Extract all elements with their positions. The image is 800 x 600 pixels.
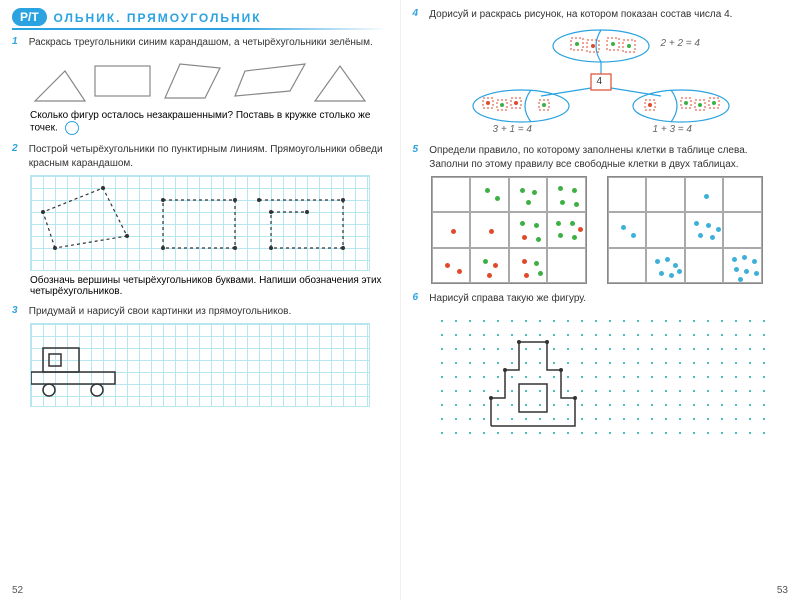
table-1	[431, 176, 587, 284]
table-cell	[470, 248, 509, 283]
table-cell	[608, 248, 647, 283]
tables-row	[431, 176, 789, 284]
header-title: ОЛЬНИК. ПРЯМОУГОЛЬНИК	[53, 11, 261, 25]
answer-circle[interactable]	[65, 121, 79, 135]
page-number: 52	[12, 585, 23, 596]
table-cell	[432, 177, 471, 212]
header-rule	[12, 28, 388, 30]
shapes-row	[30, 56, 388, 106]
eq-bl: 3 + 1 = 4	[493, 124, 532, 135]
page-number: 53	[777, 585, 788, 596]
table-cell	[470, 177, 509, 212]
q6-figure	[431, 310, 771, 440]
header-badge: Р/Т	[12, 8, 47, 26]
table-cell	[608, 177, 647, 212]
table-cell	[646, 212, 685, 247]
eq-top: 2 + 2 = 4	[661, 38, 700, 49]
table-cell	[608, 212, 647, 247]
table-cell	[646, 177, 685, 212]
table-cell	[432, 212, 471, 247]
table-cell	[685, 248, 724, 283]
table-cell	[547, 177, 586, 212]
task-num: 5	[413, 144, 427, 155]
table-cell	[470, 212, 509, 247]
table-cell	[685, 212, 724, 247]
shapes-svg	[30, 56, 370, 106]
page-left: Р/Т ОЛЬНИК. ПРЯМОУГОЛЬНИК 1 Раскрась тре…	[0, 0, 401, 600]
diagram-q4: 2 + 2 = 4 3 + 1 = 4 1 + 3 = 4 4	[431, 26, 771, 136]
task-3: 3 Придумай и нарисуй свои картинки из пр…	[12, 305, 388, 407]
task-6: 6 Нарисуй справа такую же фигуру.	[413, 292, 789, 440]
table-cell	[509, 177, 548, 212]
task-text: Придумай и нарисуй свои картинки из прям…	[29, 305, 385, 319]
table-cell	[723, 177, 762, 212]
task-1-sub: Сколько фигур осталось незакрашенными? П…	[30, 110, 388, 135]
task-4: 4 Дорисуй и раскрась рисунок, на котором…	[413, 8, 789, 136]
table-cell	[723, 248, 762, 283]
table-cell	[547, 248, 586, 283]
table-cell	[646, 248, 685, 283]
task-text: Нарисуй справа такую же фигуру.	[429, 292, 785, 306]
task-2: 2 Построй четырёхугольники по пунктирным…	[12, 143, 388, 297]
task-text: Определи правило, по которому заполнены …	[429, 144, 785, 172]
task-num: 6	[413, 292, 427, 303]
task-text: Построй четырёхугольники по пунктирным л…	[29, 143, 385, 171]
table-cell	[685, 177, 724, 212]
table-2	[607, 176, 763, 284]
task-text: Раскрась треугольники синим карандашом, …	[29, 36, 385, 50]
task-num: 3	[12, 305, 26, 316]
task-5: 5 Определи правило, по которому заполнен…	[413, 144, 789, 284]
header: Р/Т ОЛЬНИК. ПРЯМОУГОЛЬНИК	[12, 8, 388, 30]
grid-q2	[30, 175, 370, 271]
q3-truck	[31, 324, 371, 408]
eq-br: 1 + 3 = 4	[653, 124, 692, 135]
task-num: 4	[413, 8, 427, 19]
grid-q3	[30, 323, 370, 407]
task-text: Дорисуй и раскрась рисунок, на котором п…	[429, 8, 785, 22]
task-1: 1 Раскрась треугольники синим карандашом…	[12, 36, 388, 135]
table-cell	[509, 248, 548, 283]
table-cell	[509, 212, 548, 247]
q2-dashed	[31, 176, 371, 272]
task-num: 2	[12, 143, 26, 154]
table-cell	[547, 212, 586, 247]
task-2-sub: Обозначь вершины четырёхугольников буква…	[30, 275, 388, 297]
page-right: 4 Дорисуй и раскрась рисунок, на котором…	[401, 0, 800, 600]
task-num: 1	[12, 36, 26, 47]
table-cell	[723, 212, 762, 247]
table-cell	[432, 248, 471, 283]
dot-grid-q6	[431, 310, 771, 440]
